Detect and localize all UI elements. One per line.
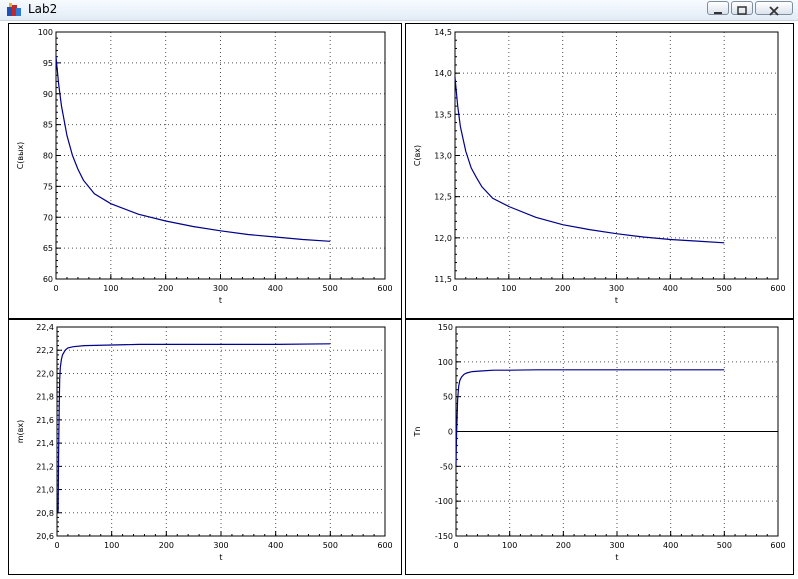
x-tick-label: 600 [770, 541, 785, 550]
x-tick-label: 100 [501, 284, 516, 293]
maximize-button[interactable] [731, 1, 753, 15]
y-tick-label: 14,0 [434, 69, 452, 78]
x-tick-label: 200 [158, 284, 173, 293]
y-tick-label: 21,0 [36, 486, 54, 495]
chart-panel-top-right: 0 100 200 300 400 500 600 11,5 12,0 12,5 13,0 13,5 1… [405, 23, 794, 319]
title-bar: Lab2 [0, 0, 798, 21]
y-tick-label: 100 [38, 28, 53, 37]
y-axis-label: C(вых) [16, 142, 25, 170]
x-tick-label: 600 [377, 541, 392, 550]
x-axis-label: t [615, 296, 618, 305]
x-tick-label: 100 [103, 284, 118, 293]
x-tick-label: 300 [213, 541, 228, 550]
x-tick-label: 0 [453, 541, 458, 550]
x-tick-label: 400 [663, 541, 678, 550]
y-tick-label: 21,2 [36, 462, 54, 471]
y-axis-label: C(вх) [413, 145, 422, 166]
chart-panel-bottom-left: 0 100 200 300 400 500 600 20,6 20,8 21,0 21,2 21,4 2… [8, 319, 402, 575]
y-tick-label: 80 [43, 152, 53, 161]
x-tick-label: 500 [323, 284, 338, 293]
x-tick-label: 500 [323, 541, 338, 550]
y-tick-label: 20,6 [36, 532, 54, 541]
x-tick-label: 400 [663, 284, 678, 293]
y-tick-label: 50 [443, 393, 453, 402]
y-tick-label: 21,8 [36, 393, 54, 402]
x-axis-label: t [219, 553, 222, 562]
y-tick-label: 12,5 [434, 193, 452, 202]
chart-panel-top-left: 0 100 200 300 400 500 600 60 65 70 75 80 85 90 95 100 t C… [8, 23, 402, 319]
series-line [455, 369, 725, 467]
y-tick-label: 150 [438, 323, 453, 332]
x-tick-label: 600 [377, 284, 392, 293]
x-tick-label: 300 [213, 284, 228, 293]
y-tick-label: 65 [43, 244, 53, 253]
window-title: Lab2 [28, 2, 58, 16]
y-tick-label: 0 [448, 428, 453, 437]
y-tick-label: 95 [43, 59, 53, 68]
y-tick-label: 90 [43, 90, 53, 99]
x-tick-label: 200 [556, 541, 571, 550]
y-tick-label: 70 [43, 213, 53, 222]
x-tick-label: 200 [555, 284, 570, 293]
series-line [55, 56, 331, 242]
y-tick-label: 85 [43, 121, 53, 130]
y-tick-label: 12,0 [434, 234, 452, 243]
chart-panel-bottom-right: 0 100 200 300 400 500 600 -150 -100 -50 0 50 100 150 t… [405, 319, 794, 575]
x-tick-label: 0 [452, 284, 457, 293]
y-tick-label: 100 [438, 358, 453, 367]
x-tick-label: 0 [54, 541, 59, 550]
x-tick-label: 400 [268, 284, 283, 293]
y-tick-label: 22,0 [36, 369, 54, 378]
y-tick-label: -100 [435, 497, 453, 506]
y-tick-label: 13,5 [434, 110, 452, 119]
y-tick-label: -50 [440, 462, 453, 471]
y-tick-label: 20,8 [36, 509, 54, 518]
minimize-button[interactable] [707, 1, 729, 15]
minimize-icon [714, 12, 722, 14]
y-tick-label: 21,6 [36, 416, 54, 425]
x-tick-label: 200 [159, 541, 174, 550]
x-tick-label: 500 [717, 541, 732, 550]
y-axis-label: Tn [413, 427, 422, 438]
y-axis-label: m(вх) [16, 420, 25, 443]
close-button[interactable] [755, 1, 793, 16]
y-tick-label: 75 [43, 182, 53, 191]
x-axis-label: t [615, 553, 618, 562]
x-tick-label: 300 [609, 284, 624, 293]
maximize-icon [737, 6, 747, 15]
x-tick-label: 300 [609, 541, 624, 550]
x-axis-label: t [219, 296, 222, 305]
x-tick-label: 500 [717, 284, 732, 293]
y-tick-label: 11,5 [434, 275, 452, 284]
x-tick-label: 400 [268, 541, 283, 550]
app-icon [7, 3, 21, 16]
y-tick-label: 21,4 [36, 439, 54, 448]
y-tick-label: 13,0 [434, 152, 452, 161]
chart-tn: 0 100 200 300 400 500 600 -150 -100 -50 0 50 100 150 t… [413, 323, 786, 562]
x-tick-label: 0 [53, 284, 58, 293]
close-icon [769, 6, 779, 16]
y-tick-label: 22,4 [36, 323, 54, 332]
chart-input-concentration: 0 100 200 300 400 500 600 11,5 12,0 12,5 13,0 13,5 1… [413, 28, 786, 305]
y-tick-label: 14,5 [434, 28, 452, 37]
chart-output-concentration: 0 100 200 300 400 500 600 60 65 70 75 80 85 90 95 100 t C… [16, 28, 393, 305]
chart-input-mass: 0 100 200 300 400 500 600 20,6 20,8 21,0 21,2 21,4 2… [16, 323, 393, 562]
x-tick-label: 100 [104, 541, 119, 550]
x-tick-label: 600 [770, 284, 785, 293]
series-line [57, 343, 331, 513]
y-tick-label: -150 [435, 532, 453, 541]
x-tick-label: 100 [502, 541, 517, 550]
series-line [454, 77, 725, 244]
y-tick-label: 60 [43, 275, 53, 284]
y-tick-label: 22,2 [36, 346, 54, 355]
